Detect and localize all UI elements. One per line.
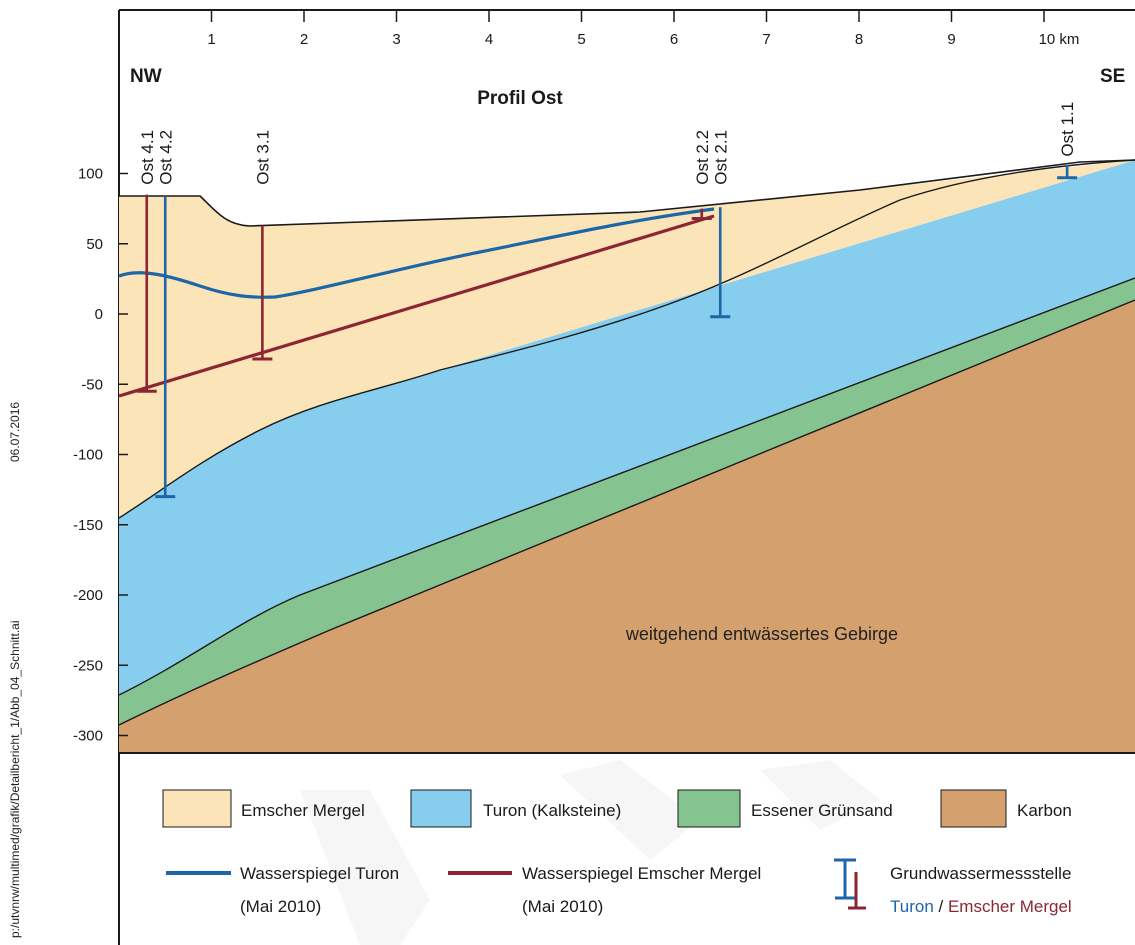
legend-label-emscher: Emscher Mergel — [241, 801, 365, 820]
well-label: Ost 4.2 — [156, 130, 175, 185]
km-tick-label: 3 — [392, 31, 400, 48]
geology-layers — [119, 159, 1135, 753]
layer-essener-gruensand — [119, 278, 1135, 725]
well-label: Ost 2.2 — [693, 130, 712, 185]
direction-se-label: SE — [1100, 66, 1125, 87]
area-label: weitgehend entwässertes Gebirge — [625, 624, 898, 644]
elevation-tick-label: 0 — [95, 306, 103, 323]
well-ost-2-2: Ost 2.2 — [691, 130, 712, 220]
elevation-axis: 100 50 0 -50 -100 -150 -200 -250 -300 — [73, 166, 128, 745]
legend-wl-emscher-label: Wasserspiegel Emscher Mergel — [522, 864, 761, 883]
water-level-turon-line — [118, 207, 715, 299]
elevation-tick-label: -50 — [81, 376, 103, 393]
km-tick-label: 6 — [670, 31, 678, 48]
elevation-tick-label: -150 — [73, 517, 103, 534]
layer-emscher-mergel — [119, 160, 1135, 518]
well-ost-1-1: Ost 1.1 — [1057, 102, 1078, 180]
wells-group: Ost 4.1 Ost 4.2 Ost 3.1 Ost 2.2 Ost 2.1 Ost 1… — [136, 102, 1078, 499]
well-label: Ost 3.1 — [253, 130, 272, 185]
legend-label-karbon: Karbon — [1017, 801, 1072, 820]
legend-swatch-gruensand — [677, 789, 741, 828]
well-label: Ost 2.1 — [711, 130, 730, 185]
km-tick-label: 5 — [577, 31, 585, 48]
legend-swatch-turon — [410, 789, 472, 828]
water-level-emscher-line — [118, 214, 715, 398]
legend: Emscher Mergel Turon (Kalksteine) Essene… — [162, 789, 1072, 916]
km-tick-label: 2 — [300, 31, 308, 48]
legend-wl-emscher-date: (Mai 2010) — [522, 897, 603, 916]
km-tick-label: 8 — [855, 31, 863, 48]
boundary-karbon-top — [119, 299, 1135, 726]
legend-label-gruensand: Essener Grünsand — [751, 801, 893, 820]
layer-karbon — [119, 300, 1135, 753]
legend-wl-turon-date: (Mai 2010) — [240, 897, 321, 916]
elevation-tick-label: -200 — [73, 587, 103, 604]
boundary-surface — [119, 159, 1135, 227]
km-axis: 1 2 3 4 5 6 7 8 9 10 km — [207, 10, 1079, 48]
legend-swatch-emscher — [162, 789, 232, 828]
legend-well-types: Turon / Emscher Mergel — [890, 897, 1072, 916]
elevation-tick-label: 50 — [86, 236, 103, 253]
legend-wl-turon-label: Wasserspiegel Turon — [240, 864, 399, 883]
legend-well-turon: Turon — [890, 897, 934, 916]
legend-swatch-karbon — [940, 789, 1007, 828]
well-ost-4-1: Ost 4.1 — [136, 130, 157, 393]
well-label: Ost 4.1 — [138, 130, 157, 185]
legend-well-icon — [834, 858, 866, 910]
boundary-gruensand-top — [119, 277, 1135, 696]
watermark-shape — [300, 760, 880, 945]
layer-turon — [119, 160, 1135, 695]
elevation-tick-label: -100 — [73, 447, 103, 464]
well-ost-2-1: Ost 2.1 — [710, 130, 731, 319]
well-ost-3-1: Ost 3.1 — [252, 130, 273, 361]
profile-title: Profil Ost — [477, 88, 563, 109]
well-ost-4-2: Ost 4.2 — [155, 130, 176, 499]
well-label: Ost 1.1 — [1058, 102, 1077, 157]
legend-well-emscher: Emscher Mergel — [948, 897, 1072, 916]
elevation-tick-label: -250 — [73, 657, 103, 674]
km-tick-label: 4 — [485, 31, 493, 48]
boundary-turon-top — [119, 159, 1135, 519]
legend-label-turon: Turon (Kalksteine) — [483, 801, 621, 820]
legend-well-separator: / — [934, 897, 948, 916]
elevation-tick-label: 100 — [78, 166, 103, 183]
km-tick-label: 7 — [762, 31, 770, 48]
legend-well-title: Grundwassermessstelle — [890, 864, 1071, 883]
elevation-tick-label: -300 — [73, 728, 103, 745]
km-tick-label: 1 — [207, 31, 215, 48]
direction-nw-label: NW — [130, 66, 162, 87]
km-tick-label: 10 km — [1039, 31, 1080, 48]
km-tick-label: 9 — [947, 31, 955, 48]
